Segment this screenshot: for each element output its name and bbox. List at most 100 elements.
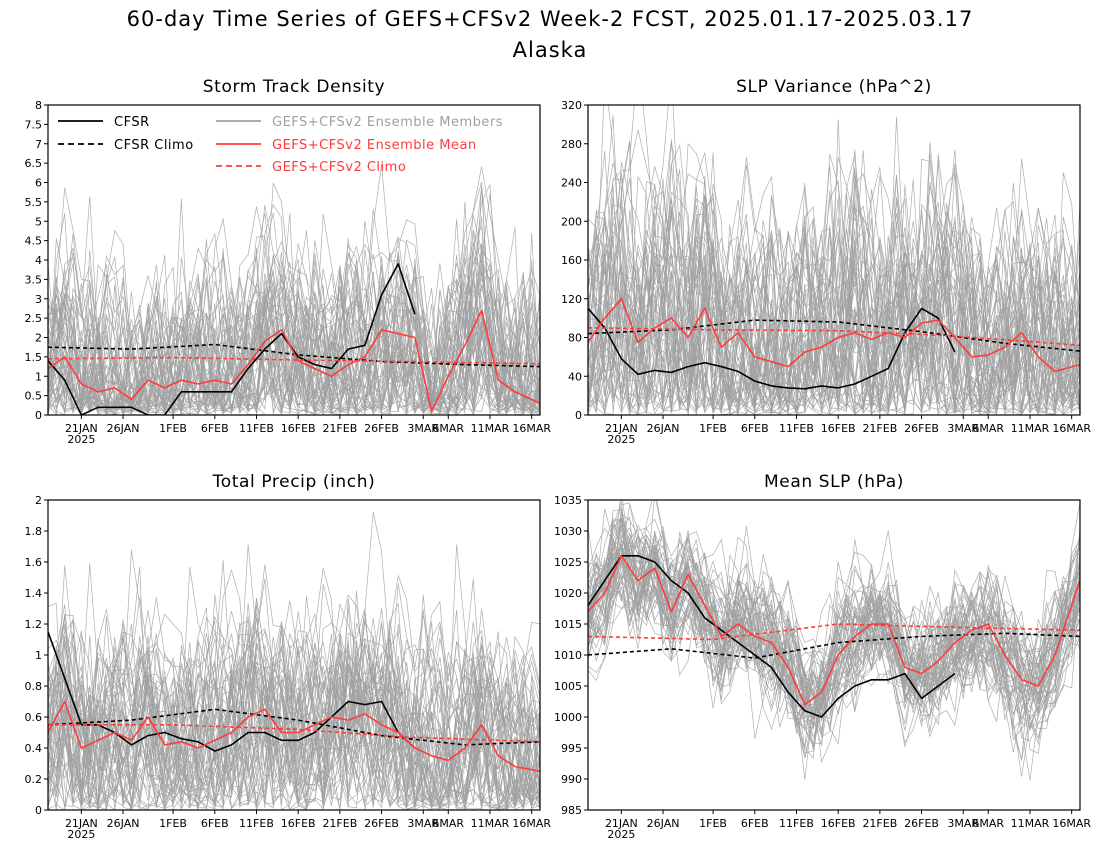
x-tick-label: 21JAN [65,817,98,830]
chart-panel-3: Total Precip (inch) 0 0.2 0.4 0.6 0.8 1 1.2 1.4 1… [25,472,552,841]
y-tick-label: 4.5 [25,235,43,248]
ensemble-member-line [48,634,540,810]
x-tick-label: 6MAR [972,817,1004,830]
y-tick-label: 40 [568,370,582,383]
ensemble-member-line [48,623,540,810]
x-tick-label: 6MAR [432,422,464,435]
x-tick-label: 1FEB [159,817,187,830]
x-tick-label: 6FEB [201,422,229,435]
y-tick-label: 2 [35,494,42,507]
x-year-label: 2025 [607,828,635,841]
ensemble-member-line [48,560,540,807]
x-tick-label: 11FEB [239,422,274,435]
x-tick-label: 16MAR [1052,817,1091,830]
x-tick-label: 11FEB [239,817,274,830]
y-tick-label: 0.4 [25,742,43,755]
ensemble-member-line [588,150,1080,415]
panel-title: Total Precip (inch) [212,472,376,492]
ensemble-member-line [588,524,1080,777]
ensemble-member-line [48,511,540,799]
y-tick-label: 1 [35,370,42,383]
plot-area [48,164,540,415]
cfsr-line [588,554,956,718]
ensemble-member-line [588,180,1080,415]
x-tick-label: 11MAR [1011,817,1050,830]
ensemble-member-line [588,504,1080,706]
y-tick-label: 320 [561,99,582,112]
y-tick-label: 2 [35,332,42,345]
y-tick-label: 1005 [554,680,582,693]
ensemble-members [588,500,1080,781]
x-tick-label: 6FEB [741,817,769,830]
ensemble-member-line [588,150,1080,414]
ensemble-member-line [588,197,1080,415]
y-tick-label: 0.6 [25,711,43,724]
plot-area [588,500,1080,781]
chart-panel-2: SLP Variance (hPa^2) 0 40 80 120 160 200 240 280… [561,77,1091,446]
legend-members-label: GEFS+CFSv2 Ensemble Members [272,115,503,130]
y-tick-label: 1.4 [25,587,43,600]
ensemble-members [588,105,1080,415]
y-tick-label: 0.8 [25,680,43,693]
ensemble-member-line [48,544,540,810]
x-tick-label: 21FEB [322,422,357,435]
y-tick-label: 280 [561,138,582,151]
y-tick-label: 8 [35,99,42,112]
cfsr-climo-line [48,708,540,746]
ensemble-member-line [588,105,1080,415]
ensemble-member-line [48,255,540,415]
x-tick-label: 11MAR [1011,422,1050,435]
ensemble-member-line [48,243,540,415]
x-tick-label: 26FEB [364,817,399,830]
y-tick-label: 1.6 [25,556,43,569]
ensemble-member-line [588,527,1080,750]
x-tick-label: 16FEB [821,817,856,830]
ensemble-member-line [48,182,540,415]
x-tick-label: 26JAN [107,422,140,435]
ensemble-member-line [48,608,540,810]
ensemble-mean-line [588,554,1080,706]
chart-panels: Storm Track Density 0 0.5 1 1.5 2 2.5 3 3.5 4 4.5 5… [25,77,1092,841]
x-tick-label: 26FEB [904,422,939,435]
ensemble-member-line [48,640,540,810]
y-tick-label: 80 [568,332,582,345]
x-tick-label: 6MAR [972,422,1004,435]
y-tick-label: 1.2 [25,618,43,631]
x-tick-label: 1FEB [699,817,727,830]
chart-panel-4: Mean SLP (hPa) 985 990 995 1000 1005 1010 1015 1… [554,472,1091,841]
ensemble-mean-line [48,309,540,412]
ensemble-member-line [48,229,540,415]
x-tick-label: 11MAR [471,422,510,435]
y-tick-label: 3.5 [25,273,43,286]
legend-mean-label: GEFS+CFSv2 Ensemble Mean [272,138,477,153]
cfsr-climo-line [588,632,1080,659]
ensemble-member-line [588,544,1080,781]
y-tick-label: 995 [561,742,582,755]
x-tick-label: 1FEB [159,422,187,435]
cfsr-line [48,631,416,752]
ensemble-member-line [48,544,540,807]
ensemble-member-line [588,184,1080,415]
x-tick-label: 1FEB [699,422,727,435]
ensemble-member-line [588,500,1080,764]
x-year-label: 2025 [67,433,95,446]
panel-title: SLP Variance (hPa^2) [736,77,932,97]
ensemble-member-line [588,154,1080,414]
ensemble-member-line [48,252,540,415]
ensemble-member-line [588,189,1080,415]
ensemble-member-line [588,534,1080,745]
y-tick-label: 1.5 [25,351,43,364]
ensemble-member-line [588,149,1080,415]
cfsr-line [48,263,416,415]
x-tick-label: 21JAN [65,422,98,435]
x-tick-label: 26FEB [904,817,939,830]
ensemble-member-line [48,206,540,415]
x-tick-label: 26JAN [647,817,680,830]
ensemble-member-line [48,213,540,415]
y-tick-label: 0 [35,804,42,817]
ensemble-member-line [48,229,540,414]
y-tick-label: 2.5 [25,312,43,325]
y-tick-label: 6 [35,177,42,190]
ensemble-member-line [588,552,1080,725]
